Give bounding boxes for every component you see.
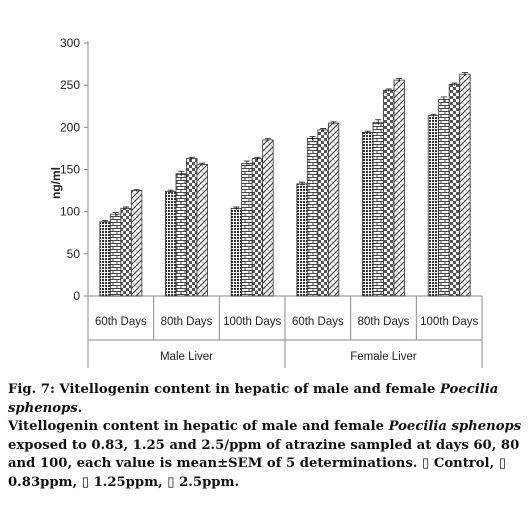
legend-entry-control: Control, xyxy=(433,456,495,472)
bar xyxy=(317,129,329,297)
bar xyxy=(372,121,384,297)
x-category-label: 100th Days xyxy=(420,316,478,328)
bar xyxy=(251,158,264,297)
bar xyxy=(196,164,208,297)
plot-area: 0 50 100 150 200 250 300 60th Days 80th Days 100t… xyxy=(60,36,483,368)
legend-marker-25ppm: ▯ xyxy=(167,474,175,490)
bar xyxy=(327,122,340,297)
legend-entry-083ppm: 0.83ppm, xyxy=(8,474,78,490)
bar xyxy=(186,158,198,297)
bar xyxy=(459,73,471,297)
bar xyxy=(383,89,395,297)
x-category-label: 60th Days xyxy=(95,316,147,328)
bar xyxy=(393,79,405,297)
y-tick-label: 50 xyxy=(67,247,81,261)
bar xyxy=(241,163,253,297)
caption-title: Fig. 7: Vitellogenin content in hepatic … xyxy=(8,382,499,416)
legend-marker-125ppm: ▯ xyxy=(81,474,89,490)
bar xyxy=(130,190,143,297)
bar xyxy=(362,131,374,297)
bar xyxy=(165,191,177,297)
y-tick-label: 150 xyxy=(60,163,80,177)
legend-marker-control: ▯ xyxy=(421,456,430,472)
y-axis-label: ng/ml xyxy=(49,167,63,199)
figure-caption: Fig. 7: Vitellogenin content in hepatic … xyxy=(8,381,524,493)
bar xyxy=(262,139,274,297)
x-group-label: Male Liver xyxy=(160,351,213,363)
legend-marker-083ppm: ▯ xyxy=(498,456,507,472)
bar xyxy=(448,83,461,297)
legend-entry-25ppm: 2.5ppm. xyxy=(179,474,240,490)
legend-entry-125ppm: 1.25ppm, xyxy=(93,474,163,490)
bar xyxy=(175,173,187,297)
caption-description: Vitellogenin content in hepatic of male … xyxy=(8,419,522,490)
y-tick-label: 0 xyxy=(73,289,80,303)
y-tick-label: 100 xyxy=(60,205,80,219)
x-group-label: Female Liver xyxy=(350,351,417,363)
bar xyxy=(99,221,111,297)
bar xyxy=(120,207,132,297)
y-tick-label: 250 xyxy=(60,78,80,92)
y-tick-label: 300 xyxy=(60,36,80,50)
x-category-label: 80th Days xyxy=(358,316,410,328)
x-category-label: 80th Days xyxy=(161,316,213,328)
bar xyxy=(296,183,308,297)
bar xyxy=(109,213,122,297)
y-tick-label: 200 xyxy=(60,120,80,134)
x-category-label: 60th Days xyxy=(292,316,344,328)
bar xyxy=(427,115,440,297)
bar xyxy=(306,137,319,297)
bar xyxy=(438,99,450,297)
bar xyxy=(230,207,243,297)
bar-chart: 0 50 100 150 200 250 300 60th Days 80th Days 100t… xyxy=(49,36,483,368)
x-category-label: 100th Days xyxy=(223,316,281,328)
